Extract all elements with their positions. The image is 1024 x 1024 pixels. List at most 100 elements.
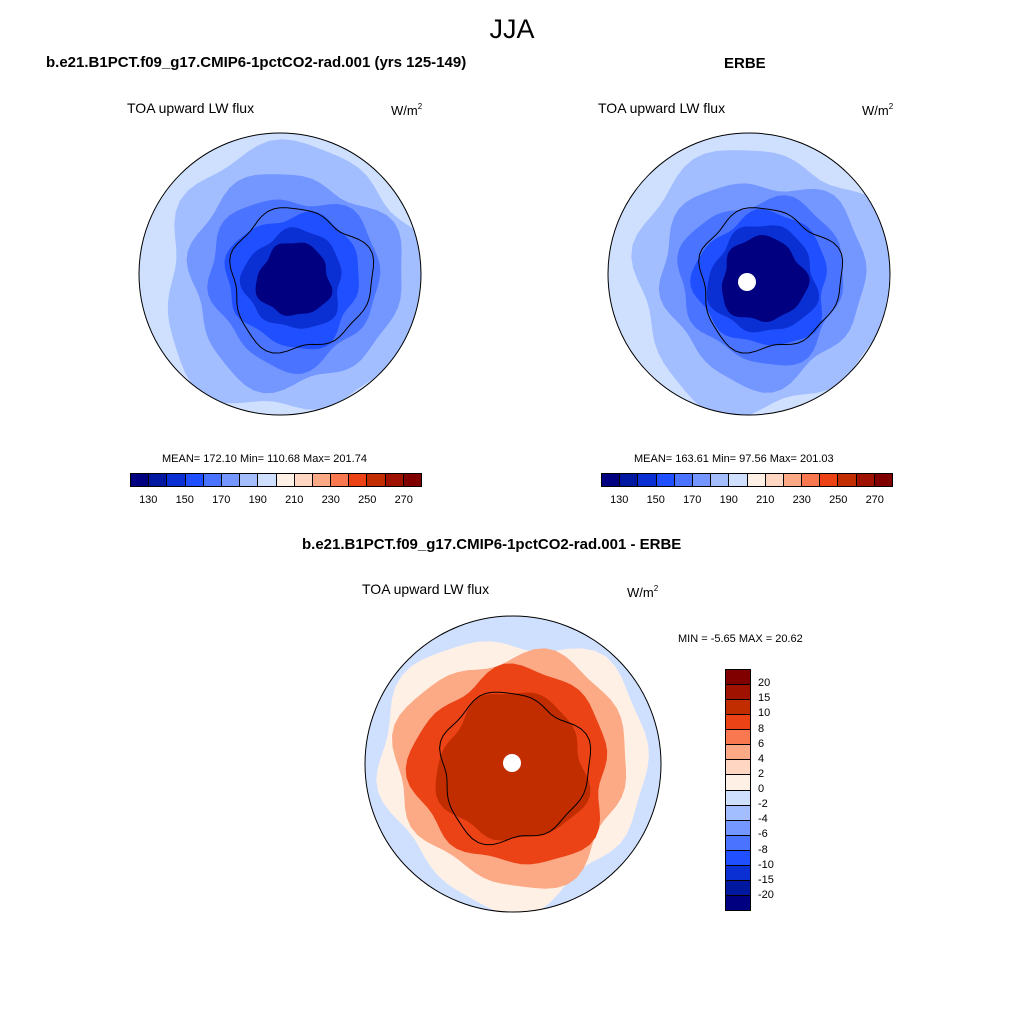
panel2-units-exp: 2 [888,102,894,111]
colorbar-swatch [276,474,295,486]
contour-band [721,235,810,322]
contour-band [255,242,333,316]
map-border [138,132,422,416]
colorbar-swatch [602,474,621,486]
colorbar-swatch [674,474,693,486]
colorbar-tick-label: 4 [758,752,765,765]
colorbar-swatch [726,715,750,731]
colorbar-tick-label: 0 [758,783,765,795]
colorbar-tick-label: 130 [139,494,158,506]
panel3-units-exp: 2 [653,584,659,593]
colorbar-swatch [149,474,168,486]
colorbar-swatch [729,474,748,486]
colorbar-tick-label: 6 [758,737,765,750]
colorbar-swatch [726,730,750,746]
colorbar-swatch [838,474,857,486]
panel1-stats: MEAN= 172.10 Min= 110.68 Max= 201.74 [162,453,367,465]
panel2-colorbar [601,473,893,487]
colorbar-swatch [240,474,259,486]
panel1-title: b.e21.B1PCT.f09_g17.CMIP6-1pctCO2-rad.00… [46,54,467,71]
colorbar-swatch [726,775,750,791]
colorbar-swatch [802,474,821,486]
main-title: JJA [489,14,535,44]
panel3-variable: TOA upward LW flux [362,581,490,597]
map-border [364,615,662,913]
panel3-colorbar [725,669,751,911]
colorbar-swatch [726,790,750,806]
colorbar-tick-label: -20 [758,888,774,901]
colorbar-swatch [726,685,750,701]
colorbar-swatch [726,850,750,866]
colorbar-tick-label: -2 [758,798,768,811]
colorbar-swatch [620,474,639,486]
colorbar-swatch [131,474,150,486]
colorbar-swatch [385,474,404,486]
colorbar-swatch [185,474,204,486]
colorbar-swatch [874,474,892,486]
colorbar-tick-label: 190 [719,494,738,506]
panel3-title: b.e21.B1PCT.f09_g17.CMIP6-1pctCO2-rad.00… [302,536,682,553]
colorbar-tick-label: 150 [646,494,665,506]
colorbar-swatch [656,474,675,486]
panel3-polar-map [364,615,662,913]
colorbar-tick-label: 15 [758,692,771,705]
colorbar-swatch [692,474,712,486]
colorbar-tick-label: 210 [756,494,775,506]
colorbar-swatch [258,474,277,486]
colorbar-swatch [726,670,750,686]
map-contour-group [139,133,421,415]
colorbar-swatch [367,474,386,486]
colorbar-swatch [726,700,750,716]
colorbar-swatch [856,474,875,486]
colorbar-tick-label: 8 [758,722,765,735]
colorbar-swatch [331,474,350,486]
colorbar-tick-label: 250 [358,494,377,506]
panel1-units-base: W/m [391,103,418,118]
colorbar-tick-label: 230 [792,494,811,506]
colorbar-swatch [783,474,803,486]
colorbar-swatch [747,474,766,486]
colorbar-swatch [167,474,186,486]
panel3-stats: MIN = -5.65 MAX = 20.62 [678,633,803,645]
colorbar-swatch [312,474,332,486]
panel1-variable: TOA upward LW flux [127,100,255,116]
colorbar-swatch [203,474,222,486]
colorbar-swatch [726,835,750,851]
panel2-title: ERBE [724,55,766,72]
colorbar-tick-label: 150 [175,494,194,506]
colorbar-swatch [726,880,750,896]
coastline [439,691,592,846]
panel3-units-base: W/m [627,585,654,600]
panel1-units: W/m2 [391,102,422,118]
map-border [607,132,891,416]
panel1-units-exp: 2 [417,102,423,111]
colorbar-tick-label: 2 [758,767,765,780]
colorbar-swatch [403,474,421,486]
colorbar-tick-label: 230 [321,494,340,506]
coastline [698,207,844,354]
colorbar-tick-label: 210 [285,494,304,506]
colorbar-swatch [820,474,839,486]
colorbar-tick-label: 10 [758,707,771,720]
colorbar-tick-label: 130 [610,494,629,506]
colorbar-tick-label: 170 [212,494,231,506]
colorbar-swatch [349,474,368,486]
panel3-units: W/m2 [627,584,658,600]
colorbar-tick-label: 170 [683,494,702,506]
colorbar-swatch [726,895,750,910]
colorbar-swatch [294,474,313,486]
panel2-units: W/m2 [862,102,893,118]
panel1-polar-map [138,132,422,416]
colorbar-swatch [726,745,750,761]
colorbar-tick-label: 190 [248,494,267,506]
missing-data-pole [738,273,756,291]
colorbar-tick-label: -10 [758,858,774,871]
colorbar-swatch [765,474,784,486]
colorbar-tick-label: 270 [394,494,413,506]
coastline [229,207,375,354]
panel2-polar-map [607,132,891,416]
colorbar-tick-label: 270 [865,494,884,506]
colorbar-tick-label: -4 [758,813,768,826]
missing-data-pole [503,754,521,772]
panel1-colorbar [130,473,422,487]
